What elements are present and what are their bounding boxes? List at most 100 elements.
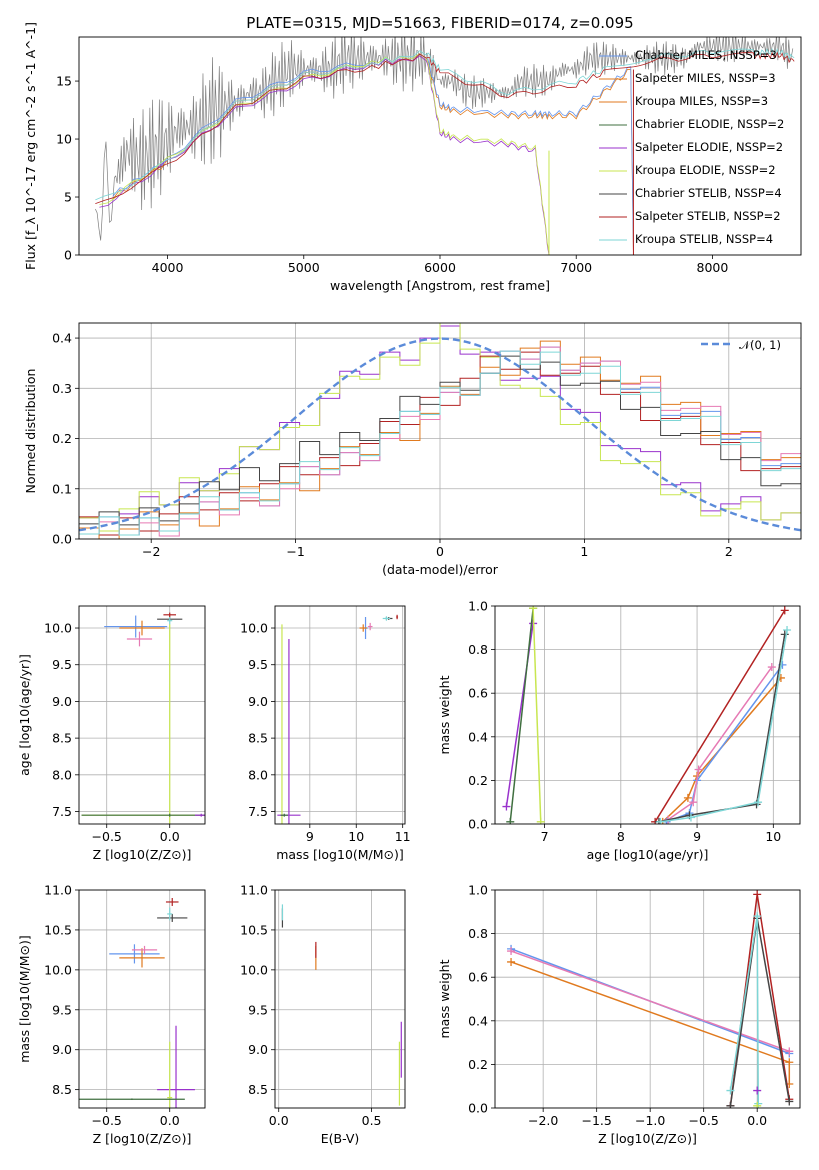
x-tick-label: 10: [765, 829, 781, 844]
y-tick-label: 8.0: [52, 767, 72, 782]
x-tick-label: −1.0: [635, 1113, 665, 1128]
weight-point: [785, 1047, 794, 1056]
legend-label: Chabrier MILES, NSSP=3: [635, 48, 777, 62]
y-tick-label: 1.0: [468, 599, 488, 614]
y-tick-label: 0.6: [468, 686, 488, 701]
y-tick-label: 9.0: [52, 694, 72, 709]
weight-point: [767, 663, 776, 672]
plot-area-z-mass: [79, 890, 205, 1108]
x-tick-label: 0: [436, 544, 444, 559]
x-tick-label: 10: [348, 829, 364, 844]
panel-ebv-mass: 0.0 0.5 8.5 9.0 9.5 10.0 10.5 11.0 E(B-V): [240, 883, 406, 1146]
x-tick-label: −0.5: [92, 1113, 122, 1128]
x-tick-label: −1.5: [581, 1113, 611, 1128]
axes-frame: [78, 889, 206, 1109]
plot-area-ebv-mass: [275, 890, 405, 1108]
y-tick-label: 10.0: [240, 621, 268, 636]
weight-point: [780, 606, 789, 615]
x-tick-label: 0.0: [160, 829, 180, 844]
y-tick-label: 9.5: [52, 1002, 72, 1017]
x-tick-label: 7000: [560, 260, 592, 275]
weight-point: [694, 765, 703, 774]
y-tick-label: 7.5: [52, 804, 72, 819]
weight-line-pink: [667, 666, 773, 821]
weight-line-pink: [510, 950, 790, 1053]
y-tick-label: 8.0: [248, 767, 268, 782]
model-stelib-salpeter: [95, 51, 795, 204]
y-tick-label: 0.8: [468, 642, 488, 657]
histogram-cyan: [79, 350, 801, 536]
panel-z-mass: −0.5 0.0 8.5 9.0 9.5 10.0 10.5 11.0 Z [log10(Z/Z…: [17, 883, 206, 1146]
panel-spectrum: 4000 5000 6000 7000 8000 0 5 10 15 wavelength [An…: [23, 22, 802, 293]
plot-area-z-age: [79, 606, 205, 824]
y-axis-label: age [log10(age/yr)]: [17, 654, 32, 776]
weight-point: [536, 817, 545, 824]
axes-frame: [78, 322, 802, 540]
y-tick-label: 0: [64, 248, 72, 263]
x-axis-label: mass [log10(M/M⊙)]: [276, 847, 404, 862]
panel-residuals: −2 −1 0 1 2 0.0 0.1 0.2 0.3 0.4 (data-model)/error…: [23, 322, 802, 577]
x-tick-label: 9: [306, 829, 314, 844]
y-tick-label: 0.2: [468, 1057, 488, 1072]
y-tick-label: 0.4: [468, 729, 488, 744]
plot-area-age-weight: [495, 606, 800, 824]
weight-line-cyan: [660, 629, 788, 823]
legend-label: Chabrier STELIB, NSSP=4: [635, 186, 782, 200]
plot-area-residuals: [79, 323, 801, 539]
x-tick-label: 1: [580, 544, 588, 559]
weight-point: [502, 802, 511, 811]
y-tick-label: 0.8: [468, 926, 488, 941]
x-axis-label: (data-model)/error: [382, 562, 499, 577]
weight-line-yellow: [532, 608, 542, 822]
y-tick-label: 0.6: [468, 970, 488, 985]
y-tick-label: 10.0: [44, 962, 72, 977]
y-tick-label: 0.3: [52, 381, 72, 396]
y-tick-label: 0.2: [468, 773, 488, 788]
plot-area-mass-age: [275, 606, 405, 824]
legend-label: Salpeter ELODIE, NSSP=2: [635, 140, 783, 154]
weight-line-green: [509, 608, 534, 822]
x-tick-label: 11: [395, 829, 411, 844]
weight-line-dark: [658, 634, 786, 823]
weight-line-red: [729, 894, 791, 1106]
weight-point: [783, 625, 792, 634]
y-axis-label: Flux [f_λ 10^-17 erg cm^-2 s^-1 A^-1]: [23, 22, 38, 270]
y-tick-label: 8.5: [248, 1082, 268, 1097]
y-tick-label: 0.4: [52, 331, 72, 346]
panel-z-age: −0.5 0.0 7.5 8.0 8.5 9.0 9.5 10.0 Z [log10(Z/Z⊙)…: [17, 605, 206, 862]
legend-label: 𝒩(0, 1): [739, 338, 781, 352]
y-tick-label: 8.5: [52, 731, 72, 746]
weight-point: [785, 1097, 794, 1106]
x-tick-label: 0.5: [362, 1113, 382, 1128]
weight-line-dark: [729, 918, 791, 1106]
y-tick-label: 10.5: [240, 922, 268, 937]
y-tick-label: 9.0: [248, 1042, 268, 1057]
data-spectrum: [95, 37, 794, 241]
weight-line-red: [654, 609, 786, 823]
y-tick-label: 0.0: [468, 1101, 488, 1116]
legend-label: Kroupa MILES, NSSP=3: [635, 94, 768, 108]
model-stelib-kroupa: [95, 47, 795, 201]
y-axis-label: mass weight: [437, 959, 452, 1038]
x-axis-label: Z [log10(Z/Z⊙)]: [598, 1131, 697, 1146]
weight-point: [753, 1101, 762, 1108]
x-tick-label: 0.0: [747, 1113, 767, 1128]
weight-point: [656, 817, 665, 824]
weight-point: [753, 1086, 762, 1095]
y-tick-label: 10.0: [44, 621, 72, 636]
y-tick-label: 0.2: [52, 431, 72, 446]
y-tick-label: 0.0: [468, 817, 488, 832]
panel-z-weight: −2.0 −1.5 −1.0 −0.5 0.0 0.0 0.2 0.4 0.6 0.8 1.0 Z […: [437, 883, 801, 1146]
y-tick-label: 11.0: [240, 883, 268, 898]
legend-label: Chabrier ELODIE, NSSP=2: [635, 117, 784, 131]
y-tick-label: 0.4: [468, 1013, 488, 1028]
x-axis-label: wavelength [Angstrom, rest frame]: [330, 278, 550, 293]
axes-frame: [78, 36, 802, 256]
weight-line-orange: [662, 677, 782, 823]
y-tick-label: 9.5: [52, 657, 72, 672]
y-tick-label: 7.5: [248, 804, 268, 819]
legend-label: Salpeter STELIB, NSSP=2: [635, 209, 781, 223]
y-tick-label: 8.5: [248, 731, 268, 746]
weight-point: [726, 1101, 735, 1108]
x-tick-label: 8000: [697, 260, 729, 275]
